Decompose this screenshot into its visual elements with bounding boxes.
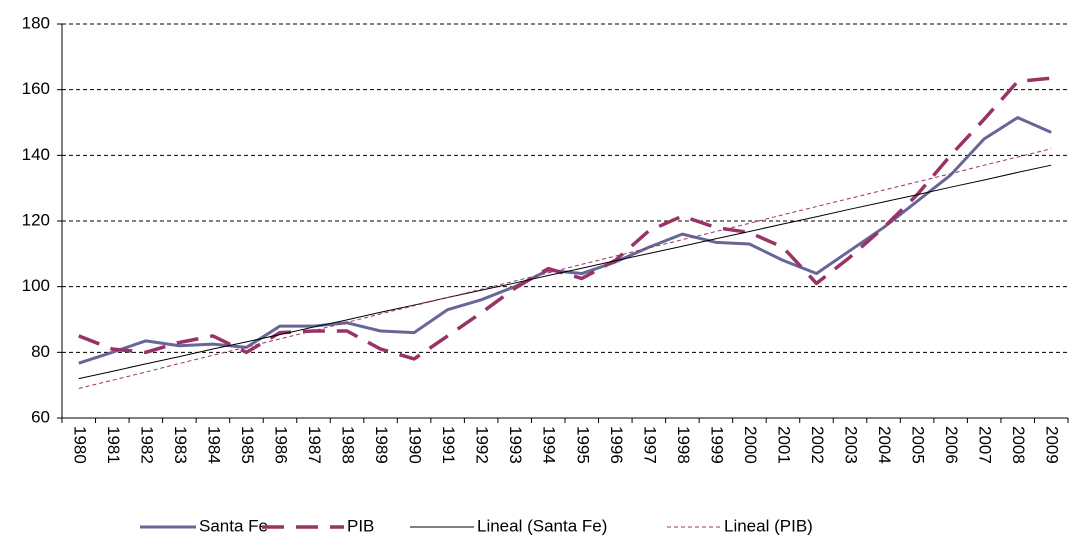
x-tick-label: 1997	[640, 426, 659, 464]
x-tick-label: 2006	[942, 426, 961, 464]
series-line	[78, 148, 1052, 389]
x-tick-label: 2007	[976, 426, 995, 464]
series-line	[78, 116, 1052, 365]
series-line	[78, 76, 1052, 361]
x-tick-label: 1995	[573, 426, 592, 464]
y-tick-label: 120	[22, 210, 50, 229]
x-tick-label: 1999	[707, 426, 726, 464]
x-tick-label: 1996	[607, 426, 626, 464]
legend-label: PIB	[347, 516, 374, 535]
legend-label: Lineal (Santa Fe)	[477, 516, 607, 535]
x-tick-label: 2008	[1009, 426, 1028, 464]
y-tick-label: 80	[31, 342, 50, 361]
x-tick-label: 1992	[473, 426, 492, 464]
x-tick-label: 1986	[271, 426, 290, 464]
x-tick-label: 1988	[339, 426, 358, 464]
x-tick-label: 2002	[808, 426, 827, 464]
x-tick-label: 1990	[406, 426, 425, 464]
x-tick-label: 2004	[875, 426, 894, 464]
x-tick-label: 1984	[204, 426, 223, 464]
x-tick-label: 2005	[909, 426, 928, 464]
y-tick-label: 100	[22, 276, 50, 295]
x-tick-label: 1989	[372, 426, 391, 464]
x-tick-label: 2003	[842, 426, 861, 464]
x-tick-label: 2009	[1043, 426, 1062, 464]
x-tick-label: 1998	[674, 426, 693, 464]
legend-label: Santa Fe	[199, 516, 268, 535]
x-tick-label: 1993	[506, 426, 525, 464]
series-line	[78, 164, 1052, 380]
y-tick-label: 160	[22, 79, 50, 98]
x-tick-label: 1980	[70, 426, 89, 464]
y-tick-label: 180	[22, 13, 50, 32]
x-tick-label: 2001	[774, 426, 793, 464]
x-tick-label: 1994	[540, 426, 559, 464]
y-tick-label: 140	[22, 145, 50, 164]
x-tick-label: 1982	[137, 426, 156, 464]
x-tick-label: 1981	[104, 426, 123, 464]
legend-label: Lineal (PIB)	[724, 516, 813, 535]
x-tick-label: 2000	[741, 426, 760, 464]
x-tick-label: 1987	[305, 426, 324, 464]
x-tick-label: 1985	[238, 426, 257, 464]
x-tick-label: 1983	[171, 426, 190, 464]
y-tick-label: 60	[31, 407, 50, 426]
x-tick-label: 1991	[439, 426, 458, 464]
